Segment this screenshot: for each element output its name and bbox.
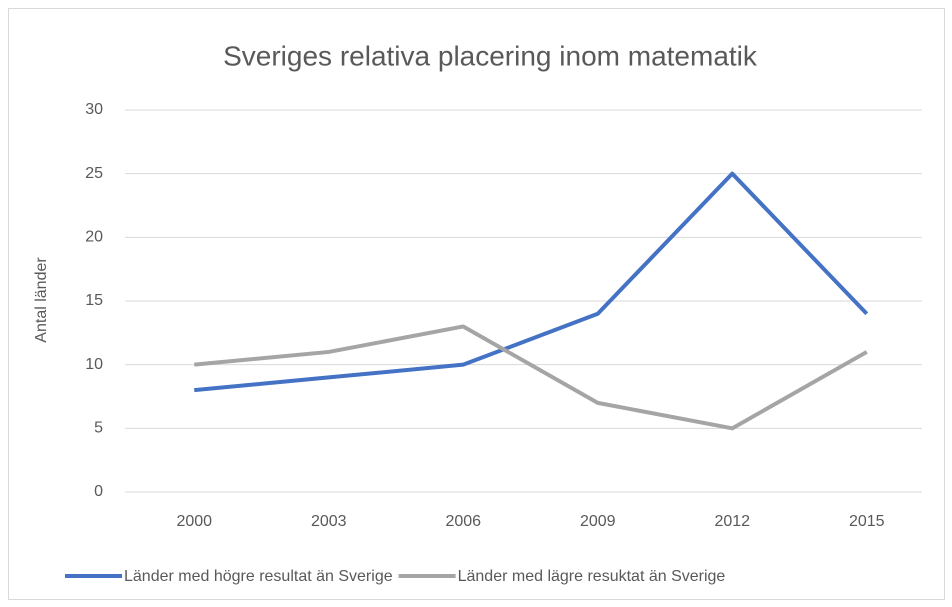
y-tick-label: 10 [85, 356, 103, 373]
y-tick-label: 5 [94, 420, 103, 437]
y-tick-label: 30 [85, 101, 103, 118]
data-line [194, 324, 868, 431]
x-tick-label: 2000 [176, 513, 212, 530]
y-axis-label: Antal länder [33, 257, 50, 343]
chart-title: Sveriges relativa placering inom matemat… [223, 40, 758, 71]
x-tick-label: 2012 [714, 513, 750, 530]
x-tick-label: 2009 [580, 513, 616, 530]
y-tick-label: 20 [85, 229, 103, 246]
x-tick-label: 2006 [445, 513, 481, 530]
legend-label: Länder med högre resultat än Sverige [124, 568, 393, 585]
x-tick-label: 2003 [311, 513, 347, 530]
x-tick-label: 2015 [849, 513, 885, 530]
y-tick-label: 0 [94, 483, 103, 500]
y-tick-label: 25 [85, 165, 103, 182]
data-line [194, 171, 869, 393]
y-tick-label: 15 [85, 292, 103, 309]
legend-label: Länder med lägre resuktat än Sverige [458, 568, 726, 585]
chart-border [8, 8, 945, 600]
